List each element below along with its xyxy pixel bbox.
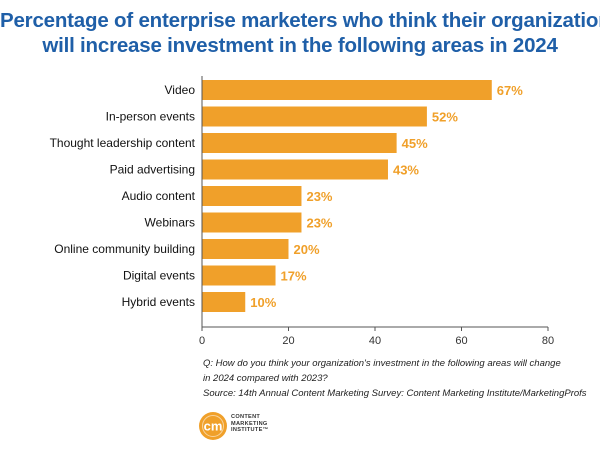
value-label: 23%	[306, 216, 332, 231]
cmi-logo-line-2: MARKETING	[231, 420, 268, 427]
bar	[202, 133, 397, 153]
x-tick-label: 80	[542, 335, 554, 347]
footnote-question-line-2: in 2024 compared with 2023?	[203, 373, 328, 384]
value-label: 67%	[497, 83, 523, 98]
cmi-logo-circle	[199, 412, 227, 440]
cmi-logo: cm CONTENT MARKETING INSTITUTE™	[198, 411, 308, 441]
category-label: Video	[165, 83, 196, 97]
footnote-source: Source: 14th Annual Content Marketing Su…	[203, 388, 587, 399]
value-label: 43%	[393, 163, 419, 178]
bar	[202, 265, 276, 286]
x-tick-label: 0	[199, 335, 205, 347]
category-label: Webinars	[145, 216, 195, 230]
x-tick-label: 20	[282, 335, 294, 347]
chart-title: Percentage of enterprise marketers who t…	[0, 8, 600, 58]
bar	[202, 186, 302, 206]
category-label: In-person events	[106, 110, 195, 124]
category-label: Thought leadership content	[50, 136, 196, 150]
value-label: 23%	[306, 189, 332, 204]
bar	[202, 159, 388, 180]
value-label: 17%	[281, 269, 307, 284]
cmi-logo-line-1: CONTENT	[231, 414, 261, 420]
value-label: 45%	[402, 136, 428, 151]
bar	[202, 80, 492, 100]
cmi-logo-wordmark: CONTENT MARKETING INSTITUTE™	[231, 414, 269, 434]
cmi-logo-ring	[202, 415, 224, 437]
x-tick-label: 40	[369, 335, 381, 347]
bar	[202, 106, 427, 127]
chart-title-line-2: will increase investment in the followin…	[42, 34, 558, 57]
bar	[202, 292, 246, 312]
cmi-logo-trademark: ™	[262, 427, 269, 434]
x-tick-label: 60	[455, 335, 467, 347]
footnote-question-line-1: Q: How do you think your organization's …	[203, 358, 561, 369]
footnote: Q: How do you think your organization's …	[203, 356, 593, 401]
category-label: Online community building	[54, 242, 195, 256]
chart-title-line-1: Percentage of enterprise marketers who t…	[0, 9, 600, 32]
cmi-logo-mark-text: cm	[204, 419, 223, 434]
bar-chart: Video 67% In-person events 52% Thought leade…	[50, 76, 554, 347]
category-label: Hybrid events	[122, 295, 195, 309]
cmi-logo-line-3: INSTITUTE	[231, 427, 263, 434]
category-label: Paid advertising	[110, 163, 195, 177]
value-label: 52%	[432, 110, 458, 125]
cmi-logo-mark-icon: cm	[199, 412, 227, 440]
x-axis: 0 20 40 60 80	[199, 76, 554, 347]
bar	[202, 212, 302, 233]
category-label: Audio content	[122, 189, 196, 203]
bars-group: Video 67% In-person events 52% Thought leade…	[50, 80, 523, 312]
bar	[202, 239, 289, 259]
value-label: 20%	[294, 242, 320, 257]
value-label: 10%	[250, 295, 276, 310]
category-label: Digital events	[123, 269, 195, 283]
